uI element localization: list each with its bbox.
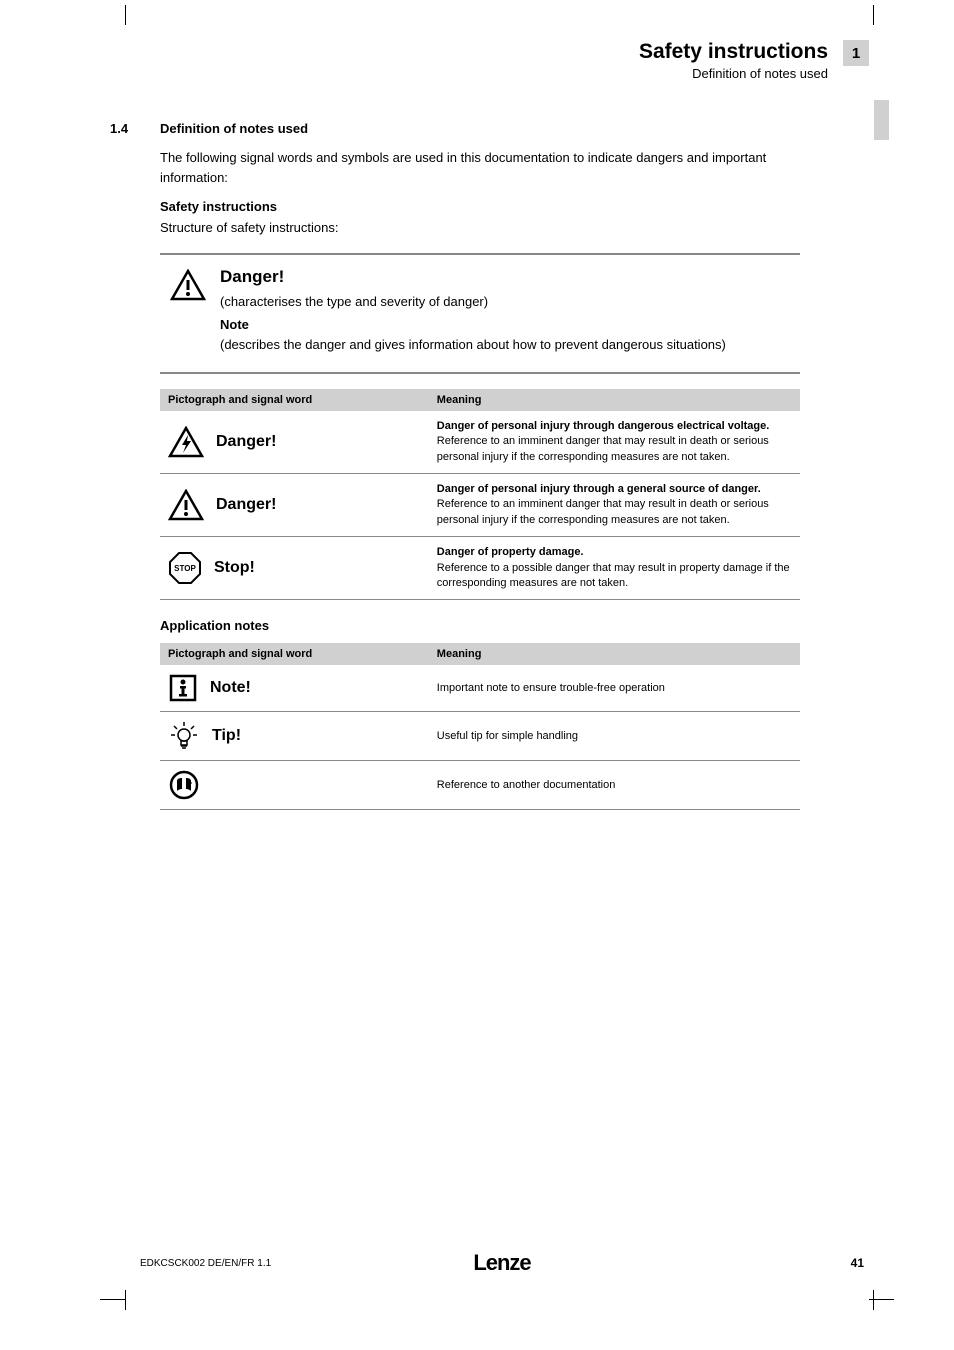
- safety-signal-table: Pictograph and signal word Meaning Dange…: [160, 389, 800, 601]
- meaning-rest: Reference to a possible danger that may …: [437, 562, 790, 589]
- stop-icon: STOP: [168, 551, 202, 585]
- danger-text-col: Danger! (characterises the type and seve…: [220, 267, 790, 360]
- meaning-cell: Reference to another documentation: [429, 761, 800, 810]
- table-row: Note! Important note to ensure trouble-f…: [160, 665, 800, 712]
- page-header: Safety instructions Definition of notes …: [80, 40, 874, 81]
- pictograph-cell: Danger!: [168, 489, 421, 521]
- pictograph-cell: Note!: [168, 673, 421, 703]
- section-content: Definition of notes used The following s…: [160, 121, 800, 828]
- side-tab: [874, 100, 889, 140]
- safety-col1-header: Pictograph and signal word: [160, 389, 429, 411]
- notes-col1-header: Pictograph and signal word: [160, 643, 429, 665]
- signal-word: Tip!: [212, 725, 241, 747]
- footer-page-number: 41: [851, 1256, 864, 1270]
- danger-general-icon: [170, 269, 206, 301]
- footer-doc-id: EDKCSCK002 DE/EN/FR 1.1: [140, 1258, 271, 1269]
- meaning-cell: Important note to ensure trouble-free op…: [429, 665, 800, 712]
- section-number: 1.4: [80, 121, 160, 828]
- app-notes-table: Pictograph and signal word Meaning: [160, 643, 800, 810]
- header-text-block: Safety instructions Definition of notes …: [639, 40, 828, 81]
- structure-text: Structure of safety instructions:: [160, 218, 800, 238]
- note-icon: [168, 673, 198, 703]
- meaning-cell: Danger of personal injury through a gene…: [429, 474, 800, 537]
- danger-general-icon: [168, 489, 204, 521]
- meaning-bold: Danger of property damage.: [437, 546, 584, 558]
- pictograph-cell: Danger!: [168, 426, 421, 458]
- page-container: Safety instructions Definition of notes …: [0, 0, 954, 878]
- danger-note-label: Note: [220, 317, 790, 332]
- meaning-cell: Danger of property damage. Reference to …: [429, 537, 800, 600]
- signal-word: Stop!: [214, 557, 255, 579]
- danger-line2: (describes the danger and gives informat…: [220, 336, 790, 354]
- meaning-bold: Danger of personal injury through a gene…: [437, 483, 761, 495]
- meaning-bold: Danger of personal injury through danger…: [437, 420, 770, 432]
- signal-word: Danger!: [216, 494, 276, 516]
- table-row: Danger! Danger of personal injury throug…: [160, 411, 800, 474]
- meaning-cell: Danger of personal injury through danger…: [429, 411, 800, 474]
- reference-icon: [168, 769, 200, 801]
- pictograph-cell: [168, 769, 421, 801]
- signal-word: Danger!: [216, 431, 276, 453]
- footer-brand: Lenze: [473, 1250, 530, 1276]
- safety-col2-header: Meaning: [429, 389, 800, 411]
- section-row: 1.4 Definition of notes used The followi…: [80, 121, 874, 828]
- chapter-badge: 1: [843, 40, 869, 66]
- svg-text:STOP: STOP: [174, 564, 196, 573]
- notes-col2-header: Meaning: [429, 643, 800, 665]
- meaning-cell: Useful tip for simple handling: [429, 712, 800, 761]
- pictograph-cell: STOP Stop!: [168, 551, 421, 585]
- tip-icon: [168, 720, 200, 752]
- pictograph-cell: Tip!: [168, 720, 421, 752]
- intro-text: The following signal words and symbols a…: [160, 148, 800, 187]
- meaning-rest: Reference to an imminent danger that may…: [437, 498, 769, 525]
- safety-subheading: Safety instructions: [160, 199, 800, 214]
- meaning-rest: Reference to an imminent danger that may…: [437, 435, 769, 462]
- table-row: Reference to another documentation: [160, 761, 800, 810]
- header-title: Safety instructions: [639, 40, 828, 64]
- signal-word: Note!: [210, 677, 251, 699]
- header-subtitle: Definition of notes used: [639, 66, 828, 81]
- table-row: Danger! Danger of personal injury throug…: [160, 474, 800, 537]
- app-notes-heading: Application notes: [160, 618, 800, 633]
- section-title: Definition of notes used: [160, 121, 800, 136]
- danger-line1: (characterises the type and severity of …: [220, 293, 790, 311]
- table-row: Tip! Useful tip for simple handling: [160, 712, 800, 761]
- table-row: STOP Stop! Danger of property damage. Re…: [160, 537, 800, 600]
- danger-heading: Danger!: [220, 267, 790, 287]
- danger-icon-col: [170, 267, 220, 360]
- page-footer: EDKCSCK002 DE/EN/FR 1.1 Lenze 41: [140, 1256, 864, 1270]
- danger-electric-icon: [168, 426, 204, 458]
- danger-callout-box: Danger! (characterises the type and seve…: [160, 253, 800, 374]
